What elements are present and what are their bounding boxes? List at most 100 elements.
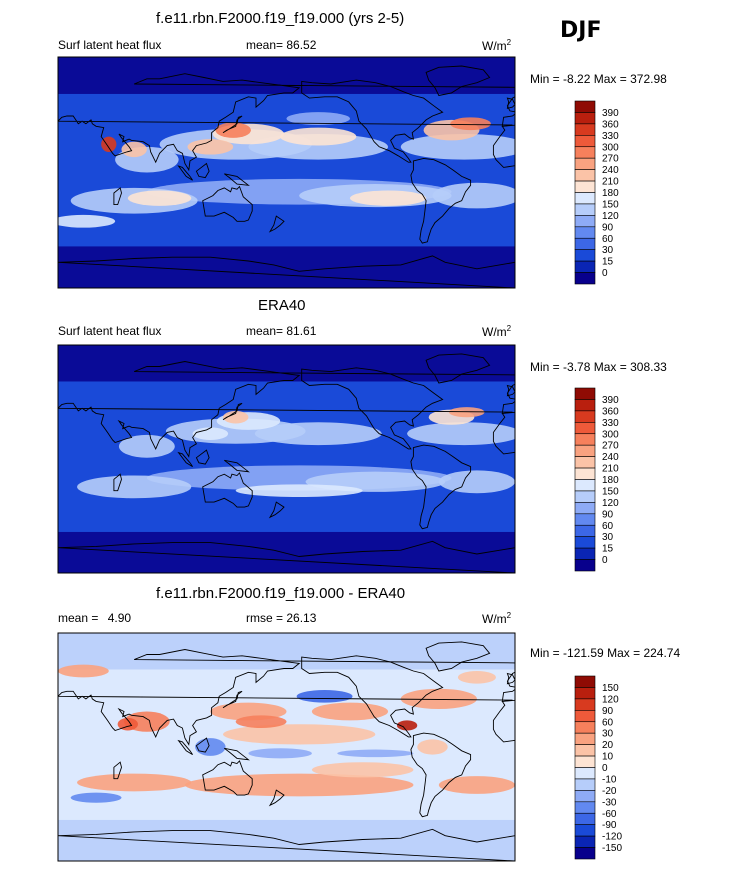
colorbar-tick-label: 300 [602,142,619,153]
panel-2-variable-label: Surf latent heat flux [58,324,162,338]
panel-3-title: f.e11.rbn.F2000.f19_f19.000 - ERA40 [156,585,406,602]
field-blob [396,720,418,731]
colorbar-tick-label: 60 [602,717,614,728]
coastline-borneo [195,449,210,465]
coastline-north-america [301,367,444,450]
coastline-eurasia [58,649,515,746]
coastline-uk [506,97,515,109]
panel-3-units: W/m2 [482,611,511,626]
colorbar-box [574,215,596,228]
field-blob [400,688,477,709]
map-frame [57,632,516,862]
coastline-africa [492,411,515,455]
coastline-greenland-wrap [0,642,33,671]
field-blob [215,122,251,138]
colorbar-box [574,710,596,723]
field-blob [438,470,515,494]
coastline-uk-wrap [0,386,56,396]
coastline-antarctica [58,828,515,861]
panel-1-mean: mean= 86.52 [246,38,316,52]
coastline-greenland-wrap [0,354,33,383]
coastline-south-america [410,732,472,818]
colorbar-tick-label: -20 [602,786,617,797]
panel-1-mean-value: 86.52 [286,38,317,52]
colorbar-tick-label: 210 [602,464,619,475]
panel-1-minmax: Min = -8.22 Max = 372.98 [530,72,667,86]
colorbar-box [574,456,596,469]
coastline-new-guinea [224,747,250,761]
colorbar-box [574,123,596,136]
colorbar-tick-label: 15 [602,257,614,268]
field-blob [248,134,389,160]
coastline-south-america-wrap [0,445,14,529]
field-blob [187,139,234,155]
colorbar-box [574,812,596,825]
colorbar-tick-label: 120 [602,694,619,705]
field-blob [121,141,147,158]
colorbar-tick-label: -60 [602,809,617,820]
south-polar-band [58,246,515,288]
colorbar-tick-label: 60 [602,234,614,245]
colorbar-tick-label: -10 [602,774,617,785]
field-blob [118,434,175,458]
colorbar-box [574,135,596,148]
field-blob [337,749,414,758]
colorbar-tick-label: 210 [602,177,619,188]
colorbar-tick-label: 150 [602,683,619,694]
coastline-africa-wrap [0,412,56,503]
colorbar-box [574,767,596,780]
colorbar-tick-label: 30 [602,729,614,740]
colorbar-box [574,112,596,125]
colorbar-tick-label: -150 [602,843,622,854]
coastline-greenland [425,65,491,97]
field-blob [432,182,515,209]
colorbar-box [574,444,596,457]
colorbar-box [574,479,596,492]
colorbar-tick-label: 360 [602,119,619,130]
panel-3-minmax: Min = -121.59 Max = 224.74 [530,646,680,660]
coastline-antarctica-wrap [58,261,59,288]
colorbar-tick-label: 360 [602,406,619,417]
colorbar-tick-label: 90 [602,222,614,233]
north-polar-band [58,57,515,94]
coastline-japan [222,690,243,709]
colorbar-box [574,536,596,549]
field-blob [296,690,353,703]
colorbar-tick-label: 390 [602,395,619,406]
map-field-2 [0,345,515,573]
colorbar-tick-label: 20 [602,740,614,751]
colorbar-tick-label: 10 [602,752,614,763]
panel-3-mean: mean = 4.90 [58,611,131,625]
colorbar-tick-label: 180 [602,475,619,486]
field-blob [235,484,363,497]
season-label: DJF [560,18,602,43]
panel-2-mean-value: 81.61 [286,324,317,338]
colorbar-box [574,169,596,182]
panel-1-min-label: Min = [530,72,560,86]
colorbar-tick-label: 90 [602,509,614,520]
colorbar-tick-label: 120 [602,498,619,509]
colorbar-box [574,778,596,791]
field-blob [438,776,515,794]
south-polar-band [58,531,515,573]
coastline-australia [202,472,253,508]
coastline-greenland-wrap [0,66,33,96]
panel-1-units-text: W/m [482,39,507,53]
colorbar-box [574,744,596,757]
panel-3-units-text: W/m [482,612,507,626]
coastline-south-america-wrap [0,733,14,817]
field-blob [450,117,491,131]
map-frame [57,56,516,289]
colorbar-tick-label: 300 [602,429,619,440]
colorbar-tick-label: 330 [602,418,619,429]
colorbar-tick-label: 150 [602,486,619,497]
coastline-madagascar [113,761,122,780]
colorbar-box [574,490,596,503]
colorbar-tick-label: 0 [602,268,608,279]
colorbar-tick-label: 330 [602,131,619,142]
coastline-north-america [301,655,444,738]
coastline-africa-wrap [0,125,56,217]
colorbar-tick-label: 150 [602,199,619,210]
colorbar-tick-label: 60 [602,521,614,532]
